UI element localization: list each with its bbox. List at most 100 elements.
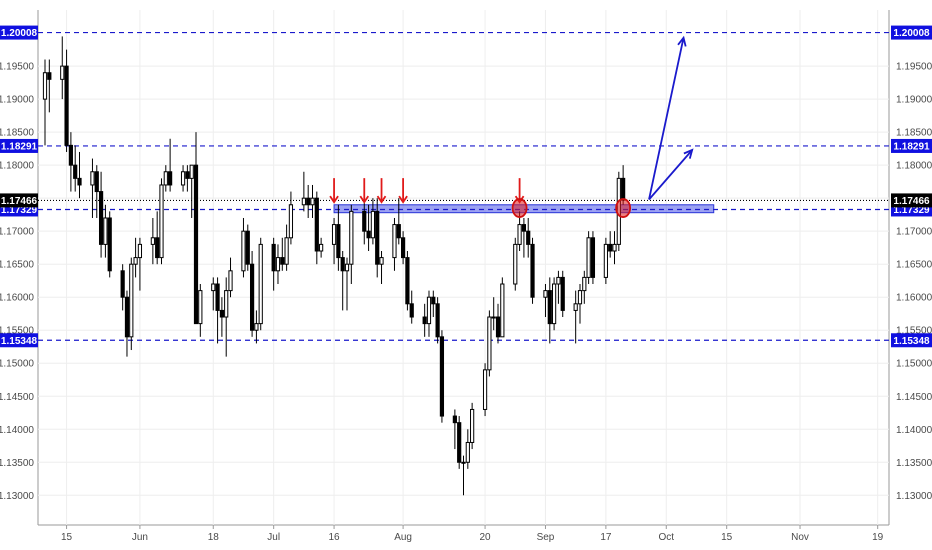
y-tick-label-left: 1.14500 bbox=[0, 392, 34, 403]
candle-body-down bbox=[608, 243, 613, 252]
level-badge-right: 1.20008 bbox=[891, 25, 932, 40]
level-badge-left-bg bbox=[0, 333, 38, 348]
candle-body-up bbox=[487, 316, 492, 371]
candle-body-up bbox=[159, 184, 164, 259]
level-badge-right-bg bbox=[891, 25, 932, 40]
level-badge-left-bg bbox=[0, 25, 38, 40]
level-badge-left-label: 1.15348 bbox=[1, 336, 38, 347]
candle-body-up bbox=[198, 290, 203, 325]
x-axis: 15 Jun 18 Jul 16 Aug 20 Sep 17 Oct 15 Nov 19 bbox=[61, 525, 884, 543]
candle-body-down bbox=[521, 224, 527, 232]
candle-body-up bbox=[586, 237, 591, 278]
candle-body-up bbox=[426, 296, 432, 325]
candle-body-up bbox=[349, 210, 354, 265]
candle-body-up bbox=[254, 323, 259, 331]
red-circle-marker bbox=[511, 198, 528, 218]
level-badge-right-label: 1.17329 bbox=[893, 205, 930, 216]
candle-body-up bbox=[129, 263, 134, 338]
candle-body-down bbox=[400, 237, 406, 259]
candle-body-up bbox=[392, 224, 397, 259]
x-tick-label: Nov bbox=[791, 532, 809, 543]
candle-body-down bbox=[336, 224, 341, 259]
candle-body-down bbox=[168, 171, 173, 186]
candle-body-down bbox=[396, 224, 401, 239]
candle-body-down bbox=[530, 243, 535, 298]
y-tick-label-left: 1.13000 bbox=[0, 491, 34, 502]
y-tick-label-right: 1.13500 bbox=[896, 458, 932, 469]
level-badges: 1.20008 1.20008 1.18291 1.18291 1.17329 1.173… bbox=[0, 25, 932, 348]
candle-body-up bbox=[224, 290, 229, 318]
red-arrow bbox=[359, 178, 370, 204]
x-tick-label: Sep bbox=[537, 532, 555, 543]
candle-body-up bbox=[465, 441, 470, 463]
candle-body-down bbox=[366, 230, 371, 239]
candle-body-down bbox=[439, 336, 445, 417]
candle-body-up bbox=[137, 243, 143, 259]
candle-body-up bbox=[482, 369, 488, 410]
candle-body-down bbox=[435, 303, 440, 338]
candle-body-down bbox=[245, 230, 250, 265]
blue-arrow-head bbox=[683, 148, 694, 159]
candle-body-up bbox=[284, 237, 289, 265]
level-badge-left: 1.18291 bbox=[0, 138, 38, 153]
candle-body-down bbox=[560, 276, 565, 311]
y-tick-label-right: 1.15000 bbox=[896, 359, 932, 370]
candle-body-up bbox=[310, 197, 315, 206]
candle-body-up bbox=[573, 303, 578, 311]
candle-body-up bbox=[513, 243, 518, 285]
y-tick-label-right: 1.19000 bbox=[896, 95, 932, 106]
candle-body-down bbox=[120, 270, 125, 298]
red-arrow bbox=[329, 178, 339, 204]
candle-body-up bbox=[60, 65, 65, 80]
candle-body-up bbox=[42, 72, 48, 100]
candle-body-up bbox=[133, 257, 138, 265]
red-arrow bbox=[376, 178, 387, 204]
blue-arrow bbox=[648, 148, 694, 201]
candle-body-down bbox=[271, 243, 276, 272]
y-axis-left: 1.13000 1.13500 1.14000 1.14500 1.15000 1.155… bbox=[0, 62, 34, 502]
candle-body-up bbox=[331, 224, 337, 245]
blue-arrow bbox=[648, 35, 687, 200]
x-tick-label: 20 bbox=[480, 532, 492, 543]
candle-body-down bbox=[77, 177, 82, 186]
candle-body-down bbox=[590, 237, 596, 278]
candle-body-up bbox=[258, 243, 263, 325]
x-tick-label: Oct bbox=[658, 532, 674, 543]
x-tick-label: Jun bbox=[132, 532, 148, 543]
blue-arrow-shaft bbox=[648, 37, 685, 200]
candle-body-down bbox=[457, 422, 462, 463]
level-badge-right-label: 1.18291 bbox=[893, 141, 930, 152]
level-badge-right-bg bbox=[891, 333, 932, 348]
candle-body-up bbox=[603, 243, 608, 278]
y-tick-label-right: 1.14000 bbox=[896, 425, 932, 436]
annotations bbox=[329, 35, 694, 218]
price-levels bbox=[38, 31, 889, 341]
level-badge-left: 1.15348 bbox=[0, 333, 38, 348]
candle-body-down bbox=[375, 210, 380, 265]
level-badge-left: 1.20008 bbox=[0, 25, 38, 40]
x-tick-label: Jul bbox=[267, 532, 280, 543]
y-tick-label-left: 1.19000 bbox=[0, 95, 34, 106]
candle-body-up bbox=[150, 237, 155, 245]
red-arrow bbox=[398, 178, 408, 204]
blue-arrow-shaft bbox=[648, 149, 693, 201]
candle-body-up bbox=[552, 283, 557, 325]
y-tick-label-right: 1.19500 bbox=[896, 62, 932, 73]
candle-body-up bbox=[517, 224, 522, 245]
candle-body-down bbox=[340, 257, 345, 272]
level-badge-right: 1.17466 bbox=[891, 193, 932, 208]
y-tick-label-left: 1.17000 bbox=[0, 227, 34, 238]
candle-body-down bbox=[362, 210, 367, 232]
candle-body-down bbox=[409, 303, 414, 318]
candle-body-up bbox=[379, 257, 384, 265]
candle-body-down bbox=[547, 290, 552, 325]
candle-body-down bbox=[215, 283, 220, 311]
candle-body-down bbox=[193, 164, 199, 325]
candle-body-up bbox=[491, 316, 496, 319]
candle-body-up bbox=[461, 461, 466, 464]
candle-body-up bbox=[228, 270, 233, 292]
level-badge-left: 1.17466 bbox=[0, 193, 38, 208]
candle-body-up bbox=[301, 197, 306, 206]
candle-body-up bbox=[370, 210, 375, 239]
